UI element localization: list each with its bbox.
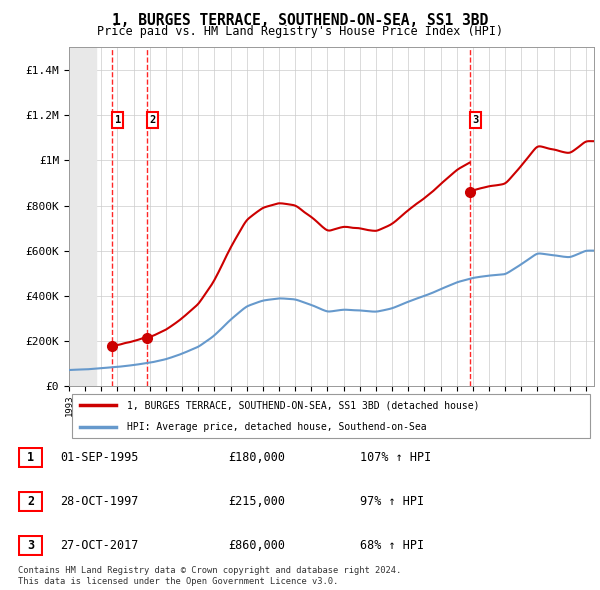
FancyBboxPatch shape	[19, 492, 42, 511]
FancyBboxPatch shape	[19, 448, 42, 467]
Text: £215,000: £215,000	[228, 495, 285, 508]
Text: 1: 1	[27, 451, 34, 464]
Text: 97% ↑ HPI: 97% ↑ HPI	[360, 495, 424, 508]
Text: 3: 3	[27, 539, 34, 552]
Text: 2: 2	[149, 115, 155, 125]
Text: HPI: Average price, detached house, Southend-on-Sea: HPI: Average price, detached house, Sout…	[127, 422, 427, 432]
Text: 2: 2	[27, 495, 34, 508]
Text: Price paid vs. HM Land Registry's House Price Index (HPI): Price paid vs. HM Land Registry's House …	[97, 25, 503, 38]
Text: 01-SEP-1995: 01-SEP-1995	[60, 451, 139, 464]
FancyBboxPatch shape	[71, 394, 590, 438]
Text: 28-OCT-1997: 28-OCT-1997	[60, 495, 139, 508]
Text: £180,000: £180,000	[228, 451, 285, 464]
Text: 3: 3	[472, 115, 479, 125]
Text: 1, BURGES TERRACE, SOUTHEND-ON-SEA, SS1 3BD: 1, BURGES TERRACE, SOUTHEND-ON-SEA, SS1 …	[112, 13, 488, 28]
Text: 107% ↑ HPI: 107% ↑ HPI	[360, 451, 431, 464]
Text: £860,000: £860,000	[228, 539, 285, 552]
Text: Contains HM Land Registry data © Crown copyright and database right 2024.
This d: Contains HM Land Registry data © Crown c…	[18, 566, 401, 586]
Text: 27-OCT-2017: 27-OCT-2017	[60, 539, 139, 552]
FancyBboxPatch shape	[19, 536, 42, 555]
Text: 1: 1	[115, 115, 121, 125]
Bar	[69, 47, 97, 386]
Text: 1, BURGES TERRACE, SOUTHEND-ON-SEA, SS1 3BD (detached house): 1, BURGES TERRACE, SOUTHEND-ON-SEA, SS1 …	[127, 400, 479, 410]
Text: 68% ↑ HPI: 68% ↑ HPI	[360, 539, 424, 552]
